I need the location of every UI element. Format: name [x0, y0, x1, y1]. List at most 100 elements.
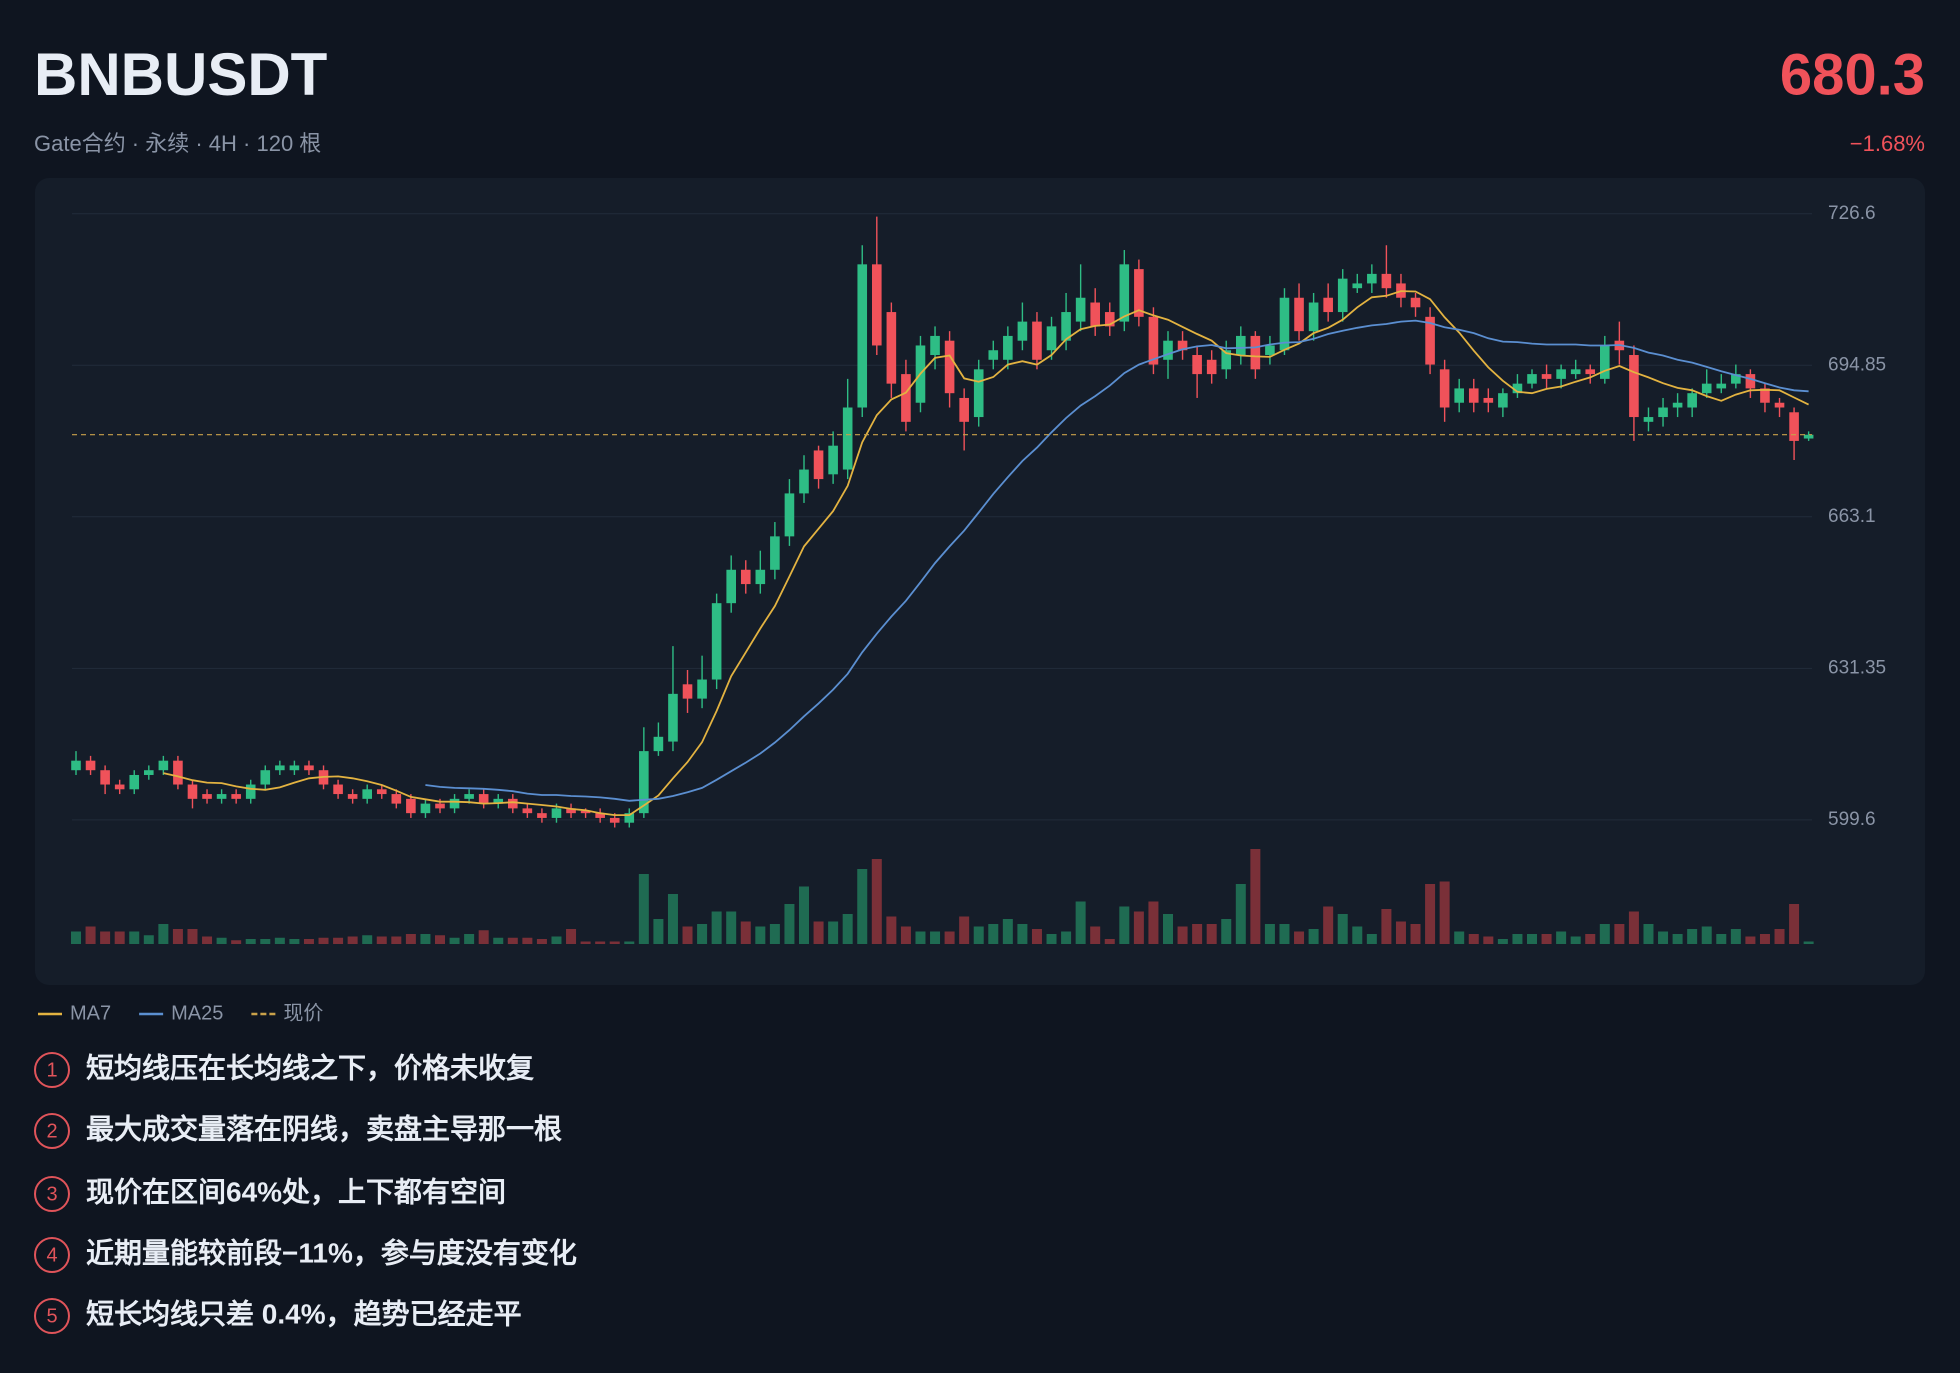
candle-body [1003, 335, 1013, 360]
candle-body [1454, 388, 1464, 403]
volume-bar [1337, 914, 1348, 944]
y-tick-label: 694.85 [1828, 354, 1886, 375]
note-badge [34, 1237, 70, 1273]
candle-body [1046, 326, 1057, 351]
volume-bar [187, 929, 198, 944]
candle-body [1352, 283, 1363, 289]
note-text: 短均线压在长均线之下，价格未收复 [86, 1051, 534, 1083]
volume-bar [1308, 929, 1319, 944]
y-tick-label: 663.1 [1828, 506, 1876, 527]
volume-bar [1425, 884, 1436, 944]
y-tick-label: 599.6 [1828, 809, 1876, 830]
candle-body [1745, 374, 1756, 389]
volume-bar [143, 935, 154, 944]
volume-bar [697, 924, 708, 944]
note-number: 2 [46, 1120, 57, 1142]
candle-body [1701, 383, 1712, 394]
volume-bar [289, 939, 300, 944]
candle-body [1337, 278, 1348, 313]
volume-bar [1133, 911, 1144, 944]
candle-body [245, 784, 256, 799]
candle-body [1687, 393, 1697, 408]
volume-bar [493, 937, 504, 944]
candle-body [799, 469, 809, 494]
volume-bar [726, 911, 737, 944]
volume-bar [114, 931, 125, 944]
volume-bar [1730, 929, 1741, 944]
candle-body [944, 340, 955, 394]
candle-body [828, 445, 838, 475]
candle-body [1104, 312, 1115, 327]
candle-body [1570, 369, 1581, 375]
candle-body [1760, 388, 1770, 403]
candle-body [347, 794, 358, 799]
volume-bar [85, 926, 96, 944]
candle-body [1090, 302, 1100, 327]
candle-body [1716, 383, 1727, 389]
volume-bar [100, 931, 111, 944]
volume-bar [1585, 934, 1596, 944]
volume-bar [318, 937, 329, 944]
candle-body [973, 369, 984, 418]
candle-body [493, 798, 504, 804]
candle-body [1221, 350, 1232, 370]
candle-body [158, 760, 169, 771]
candle-body [275, 765, 285, 771]
volume-bar [755, 926, 766, 944]
ma-line [425, 319, 1809, 802]
candle-body [682, 684, 693, 699]
candle-body [1658, 407, 1668, 418]
candle-body [1323, 297, 1333, 313]
volume-bar [1075, 901, 1086, 944]
volume-bar [1017, 924, 1028, 944]
candle-body [930, 335, 940, 356]
candle-body [551, 808, 562, 818]
volume-bar [231, 940, 242, 944]
candle-body [595, 813, 605, 818]
volume-bar [1687, 929, 1698, 944]
candle-body [85, 760, 96, 771]
candle-body [173, 760, 183, 785]
candle-body [886, 312, 897, 384]
legend-label: 现价 [283, 1002, 323, 1024]
volume-bar [638, 874, 649, 944]
volume-bar [1454, 931, 1465, 944]
candle-body [1629, 355, 1639, 418]
candle-body [362, 789, 372, 799]
price: 680.3 [1780, 42, 1925, 107]
volume-bar [784, 904, 795, 944]
candle-body [580, 810, 591, 814]
candle-body [1731, 374, 1741, 384]
candle-body [1032, 321, 1042, 360]
volume-bar [376, 936, 387, 944]
volume-bar [813, 921, 824, 944]
candle-body [1236, 335, 1246, 356]
volume-bar [1439, 881, 1450, 944]
candle-body [1075, 297, 1086, 322]
candle-body [435, 803, 445, 809]
candle-body [609, 817, 620, 823]
candle-body [959, 397, 969, 422]
volume-bar [799, 886, 809, 944]
volume-bar [1745, 936, 1756, 944]
volume-bar [216, 937, 227, 944]
volume-bar [1235, 884, 1246, 944]
volume-bar [71, 931, 81, 944]
candle-body [216, 794, 227, 799]
volume-bar [711, 911, 722, 944]
volume-bar [842, 914, 853, 944]
volume-bar [1774, 929, 1785, 944]
volume-bar [362, 935, 373, 944]
volume-bar [988, 924, 999, 944]
candle-body [1498, 393, 1508, 408]
volume-bar [1701, 926, 1712, 944]
note-number: 1 [46, 1059, 57, 1081]
candle-body [755, 569, 766, 585]
subtitle: Gate合约 · 永续 · 4H · 120 根 [34, 131, 321, 156]
candle-body [289, 765, 300, 771]
volume-bar [900, 926, 911, 944]
volume-bar [420, 934, 431, 944]
volume-bar [1643, 924, 1654, 944]
candle-body [1803, 434, 1814, 439]
